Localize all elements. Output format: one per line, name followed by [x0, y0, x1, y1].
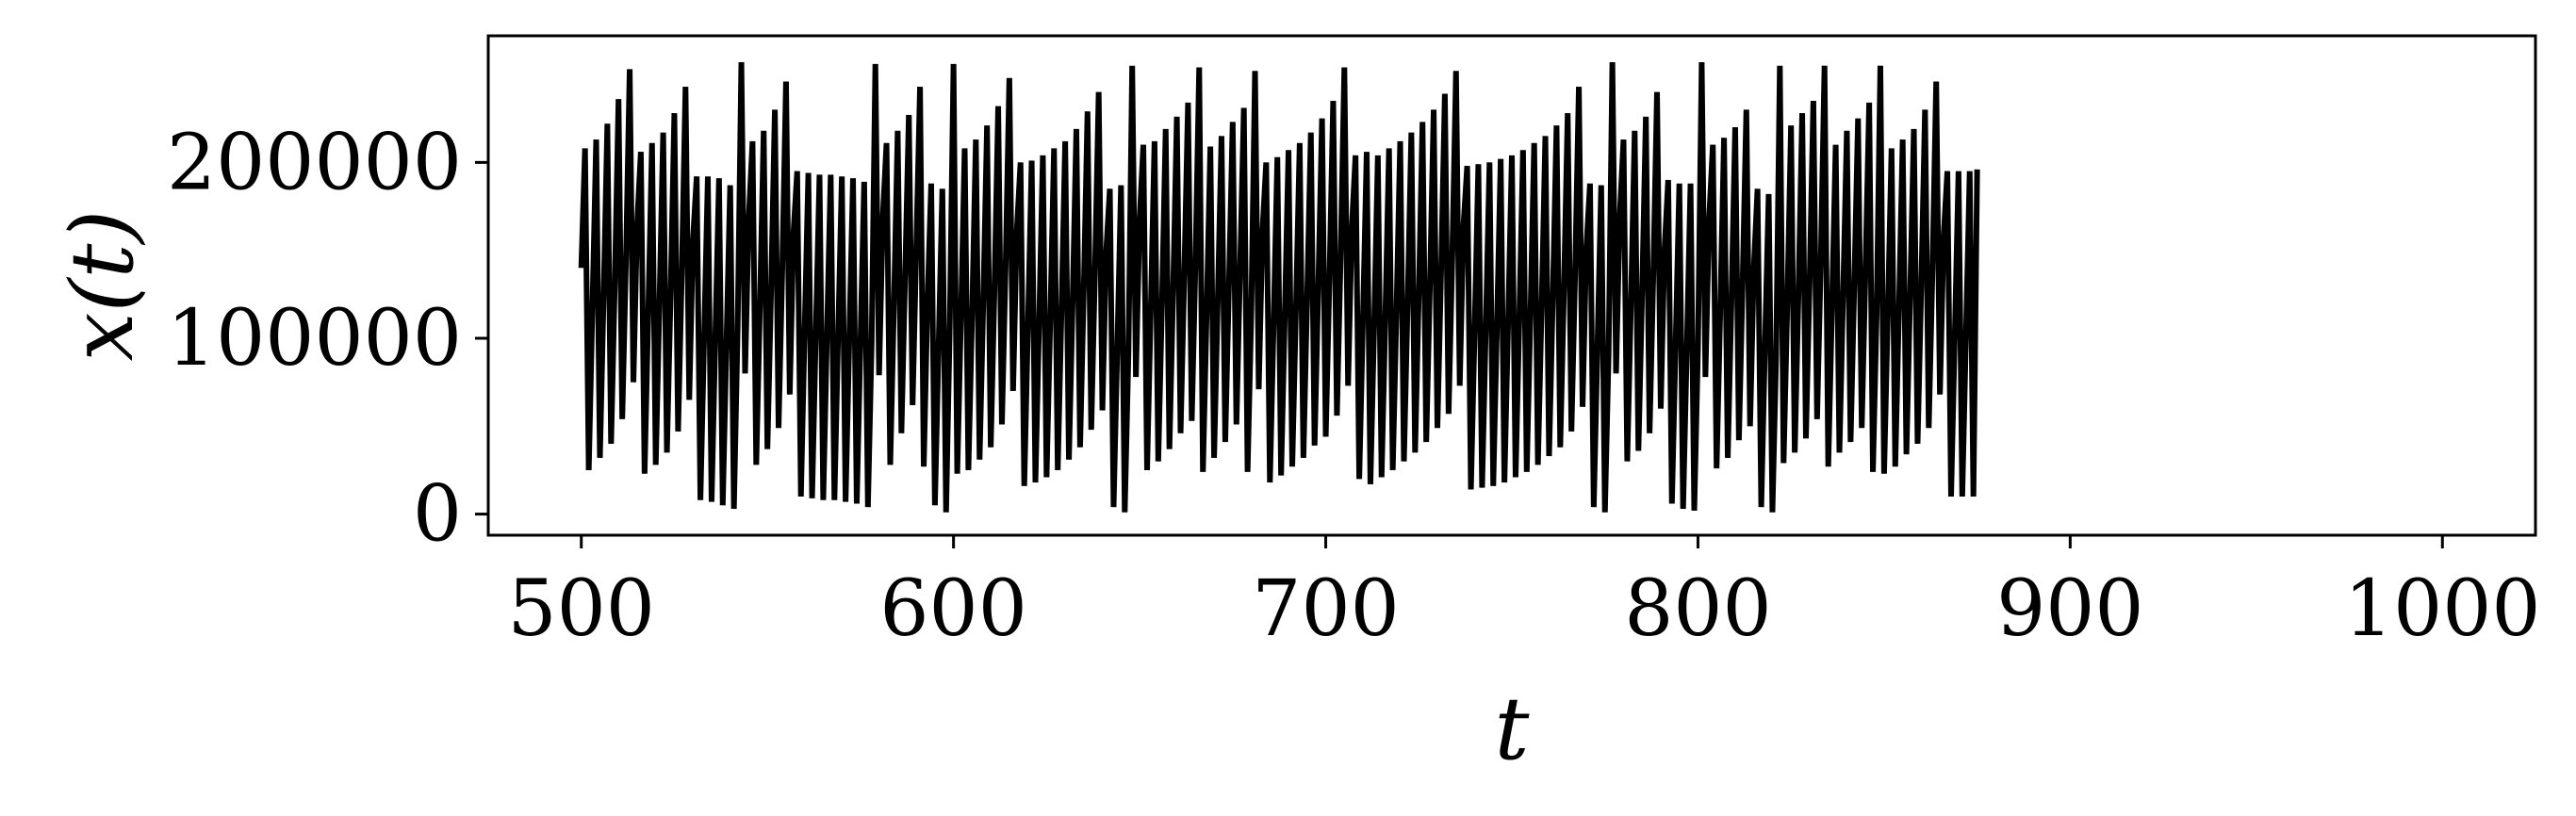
series-line	[578, 61, 1980, 513]
y-axis-label: x(t)	[52, 210, 153, 362]
y-tick-label: 100000	[167, 294, 462, 384]
x-tick-label: 1000	[2344, 564, 2541, 654]
y-tick-label: 0	[413, 470, 462, 560]
plot-frame	[486, 34, 2537, 537]
ticks-layer: 500 600 700 800 900 1000 0 100000 200000	[167, 118, 2541, 654]
frame-layer	[486, 34, 2537, 537]
x-tick-label: 900	[1996, 564, 2144, 654]
x-tick-label: 600	[879, 564, 1027, 654]
line-layer	[578, 61, 1980, 513]
x-tick-label: 800	[1624, 564, 1772, 654]
y-tick-label: 200000	[167, 118, 462, 207]
x-axis-label: t	[1495, 678, 1531, 779]
x-tick-label: 700	[1252, 564, 1400, 654]
x-tick-label: 500	[507, 564, 655, 654]
